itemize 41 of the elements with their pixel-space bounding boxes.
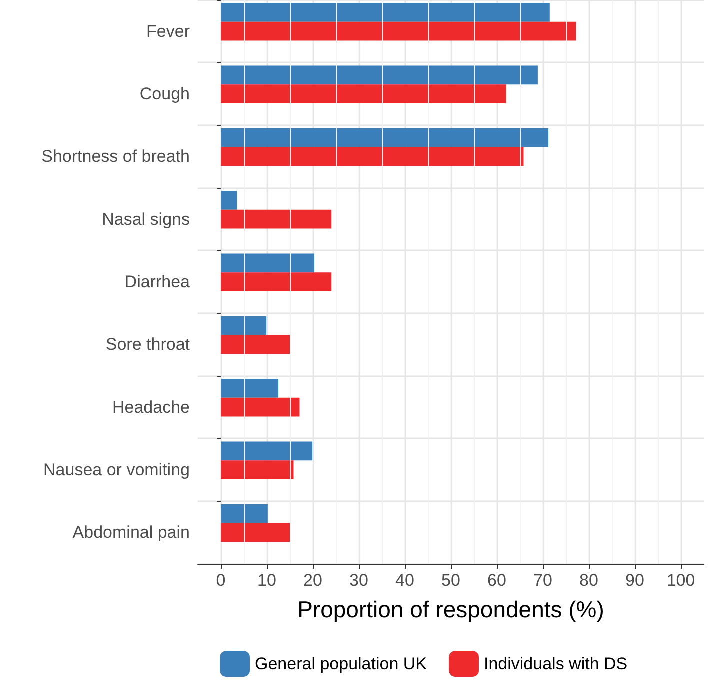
- bar: [221, 398, 300, 417]
- bar: [221, 191, 238, 210]
- x-tick-label: 60: [488, 571, 506, 590]
- legend-label: General population UK: [255, 654, 428, 674]
- x-tick-label: 100: [666, 571, 696, 590]
- y-tick-label: Sore throat: [106, 335, 190, 354]
- bar: [221, 272, 332, 292]
- bar: [221, 254, 314, 273]
- x-tick-label: 90: [626, 571, 644, 590]
- bar: [221, 3, 550, 22]
- bar: [221, 335, 291, 354]
- x-axis-title: Proportion of respondents (%): [298, 596, 604, 622]
- bar: [221, 147, 524, 166]
- bar: [221, 504, 268, 524]
- bar: [221, 442, 313, 461]
- bar: [221, 460, 294, 480]
- x-tick-label: 80: [580, 571, 598, 590]
- x-tick-label: 10: [258, 571, 276, 590]
- x-tick-label: 30: [350, 571, 368, 590]
- y-tick-label: Fever: [146, 22, 190, 41]
- bar: [221, 84, 506, 104]
- bar: [221, 316, 267, 336]
- y-tick-label: Cough: [140, 84, 190, 104]
- legend-label: Individuals with DS: [484, 654, 628, 674]
- x-tick-label: 0: [216, 571, 226, 590]
- x-tick-label: 70: [534, 571, 552, 590]
- x-tick-label: 40: [396, 571, 414, 590]
- bar: [221, 210, 332, 229]
- bar: [221, 22, 576, 41]
- y-tick-label: Abdominal pain: [72, 523, 190, 542]
- x-tick-label: 50: [442, 571, 460, 590]
- bar: [221, 379, 278, 398]
- y-tick-label: Nasal signs: [102, 210, 190, 229]
- bar: [221, 523, 291, 542]
- y-tick-label: Diarrhea: [124, 272, 191, 292]
- y-tick-label: Headache: [112, 398, 190, 417]
- bar: [221, 66, 538, 85]
- y-tick-label: Shortness of breath: [42, 147, 190, 166]
- bar: [221, 128, 549, 148]
- x-tick-label: 20: [304, 571, 322, 590]
- y-tick-label: Nausea or vomiting: [44, 460, 190, 480]
